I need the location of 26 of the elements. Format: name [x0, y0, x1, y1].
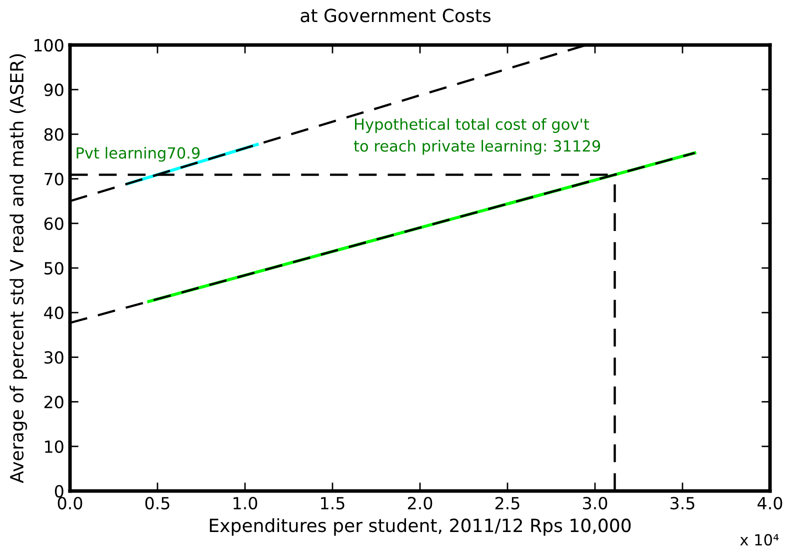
y-tick-label: 90 — [44, 84, 64, 96]
y-tick-label: 10 — [45, 440, 64, 453]
x-tick-label: 3.0 — [583, 496, 608, 510]
y-tick-label: 0 — [54, 484, 64, 498]
y-tick-label: 50 — [44, 262, 64, 275]
x-tick-label: 4.0 — [758, 496, 782, 510]
x-tick-label: 3.5 — [670, 496, 694, 510]
x-tick-label: 0.5 — [145, 496, 170, 510]
y-tick-label: 60 — [44, 217, 64, 230]
y-tick-label: 30 — [44, 351, 64, 364]
x-tick-label: 2.0 — [408, 496, 432, 510]
annotation: Pvt learning70.9 — [76, 146, 200, 162]
x-axis-title: Expenditures per student, 2011/12 Rps 10,000 — [210, 518, 631, 536]
x-tick-label: 1.5 — [321, 497, 344, 510]
x-tick-label: 1.0 — [234, 496, 258, 510]
y-tick-label: 70 — [44, 172, 64, 186]
chart-title: at Government Costs — [300, 8, 491, 22]
y-tick-label: 20 — [44, 396, 64, 408]
annotation: Hypothetical total cost of gov't to reach private learning: 31129 — [354, 118, 600, 155]
y-axis-title: Average of percent std V read and math (ASER) — [10, 54, 28, 484]
text: x 10⁴ — [740, 534, 779, 546]
y-tick-label: 100 — [34, 38, 64, 52]
x-tick-label: 0.0 — [58, 496, 82, 510]
x-tick-label: 2.5 — [495, 496, 520, 510]
y-tick-label: 40 — [44, 306, 64, 320]
y-tick-label: 80 — [44, 128, 64, 141]
